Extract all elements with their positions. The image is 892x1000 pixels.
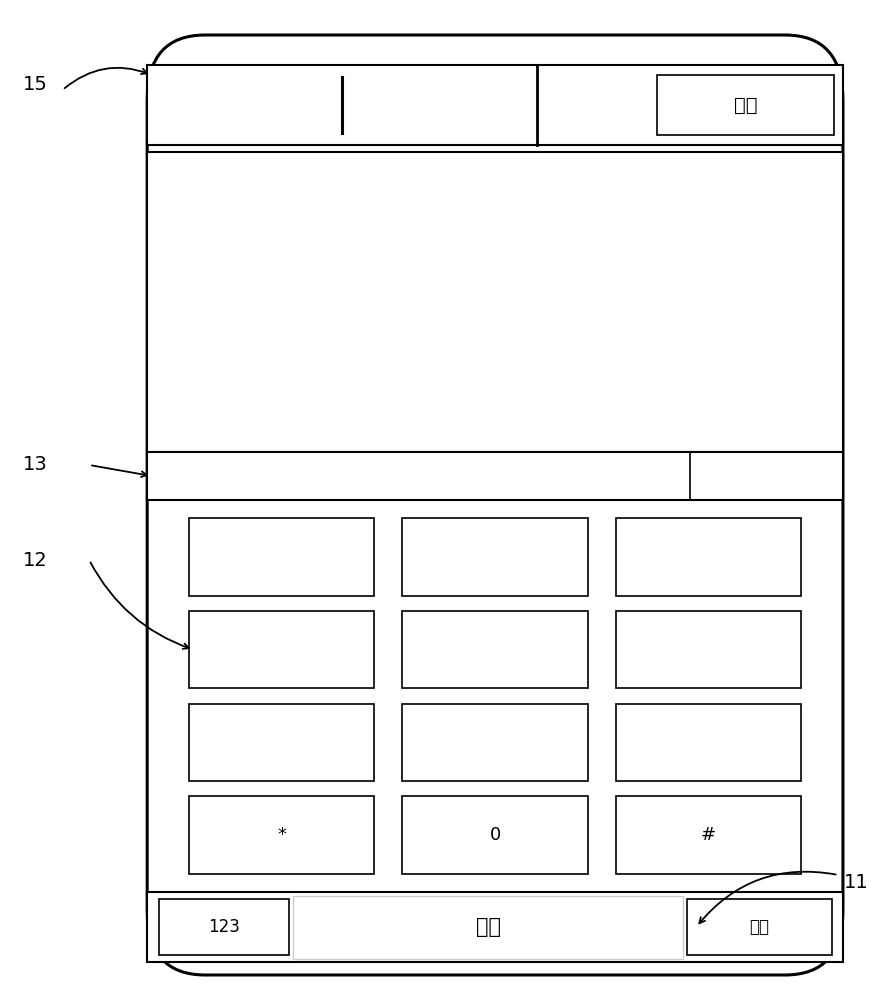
Bar	[189, 518, 375, 596]
Bar	[657, 75, 834, 135]
Bar	[402, 611, 588, 688]
Text: 12: 12	[23, 550, 48, 570]
Bar	[688, 899, 831, 955]
Text: #: #	[701, 826, 716, 844]
Bar	[615, 518, 801, 596]
Text: 11: 11	[844, 872, 869, 892]
Text: 我们: 我们	[475, 917, 500, 937]
Bar	[189, 611, 375, 688]
Bar	[159, 899, 289, 955]
Bar	[402, 518, 588, 596]
Bar	[293, 896, 683, 958]
Text: 取消: 取消	[734, 96, 757, 114]
Bar	[147, 892, 843, 962]
Bar	[402, 796, 588, 874]
Bar	[402, 704, 588, 781]
Text: *: *	[277, 826, 286, 844]
Bar	[189, 704, 375, 781]
Bar	[189, 796, 375, 874]
Bar	[615, 704, 801, 781]
Text: 13: 13	[23, 456, 48, 475]
Text: 15: 15	[23, 76, 48, 95]
Bar	[615, 796, 801, 874]
Text: 123: 123	[208, 918, 240, 936]
FancyBboxPatch shape	[147, 35, 843, 975]
Bar	[147, 65, 843, 145]
Bar	[147, 152, 843, 452]
Text: 0: 0	[490, 826, 500, 844]
Bar	[615, 611, 801, 688]
Bar	[147, 452, 843, 500]
Text: 中英: 中英	[749, 918, 770, 936]
